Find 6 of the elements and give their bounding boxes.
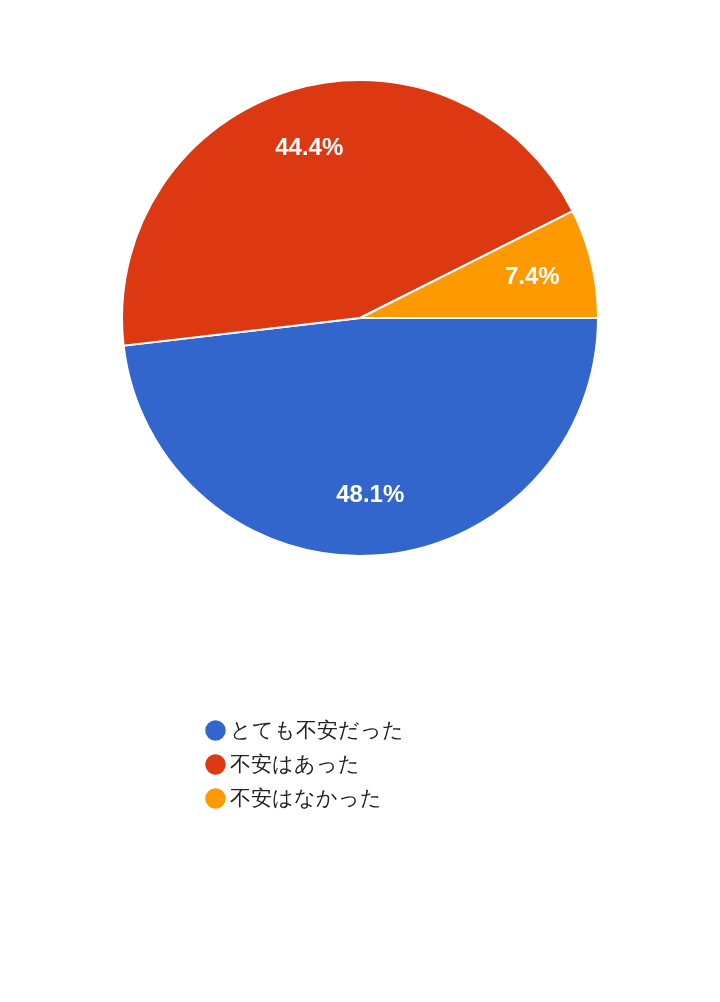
data-label: 7.4% xyxy=(504,262,560,290)
data-label: 48.1% xyxy=(336,479,405,507)
legend-label: とても不安だった xyxy=(230,717,404,742)
data-label: 44.4% xyxy=(275,133,344,161)
legend-label: 不安はなかった xyxy=(230,785,382,810)
legend-label: 不安はあった xyxy=(230,751,360,776)
